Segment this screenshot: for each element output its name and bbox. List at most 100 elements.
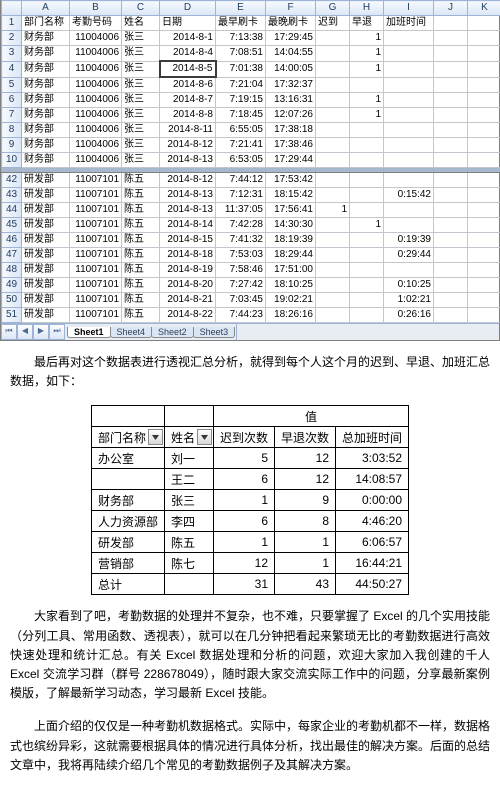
cell[interactable]: 张三 bbox=[122, 77, 160, 93]
cell[interactable]: 张三 bbox=[122, 93, 160, 108]
cell[interactable]: 2014-8-22 bbox=[160, 308, 216, 323]
cell[interactable]: 2014-8-7 bbox=[160, 93, 216, 108]
cell[interactable]: 19:02:21 bbox=[266, 293, 316, 308]
cell[interactable] bbox=[350, 138, 384, 153]
cell[interactable]: 陈五 bbox=[122, 308, 160, 323]
cell[interactable] bbox=[350, 308, 384, 323]
cell[interactable]: 张三 bbox=[122, 108, 160, 123]
data-row[interactable]: 4财务部11004006张三2014-8-57:01:3814:00:051 bbox=[2, 61, 500, 77]
cell[interactable]: 2014-8-8 bbox=[160, 108, 216, 123]
cell[interactable]: 11007101 bbox=[70, 293, 122, 308]
row-header[interactable]: 47 bbox=[2, 248, 22, 263]
cell[interactable]: 陈五 bbox=[122, 233, 160, 248]
cell[interactable] bbox=[468, 188, 500, 203]
cell[interactable]: 7:21:41 bbox=[216, 138, 266, 153]
cell[interactable]: 11007101 bbox=[70, 248, 122, 263]
cell[interactable]: 研发部 bbox=[22, 218, 70, 233]
data-row[interactable]: 2财务部11004006张三2014-8-17:13:3817:29:451 bbox=[2, 31, 500, 46]
cell[interactable]: 2014-8-20 bbox=[160, 278, 216, 293]
cell[interactable]: 2014-8-15 bbox=[160, 233, 216, 248]
cell[interactable]: 18:19:39 bbox=[266, 233, 316, 248]
cell[interactable] bbox=[350, 188, 384, 203]
cell[interactable]: 研发部 bbox=[22, 248, 70, 263]
cell[interactable] bbox=[434, 308, 468, 323]
cell[interactable] bbox=[384, 153, 434, 168]
cell[interactable]: 财务部 bbox=[22, 153, 70, 168]
cell[interactable] bbox=[350, 263, 384, 278]
cell[interactable]: 14:04:55 bbox=[266, 46, 316, 62]
cell[interactable]: 部门名称 bbox=[22, 16, 70, 31]
row-header[interactable]: 44 bbox=[2, 203, 22, 218]
cell[interactable] bbox=[434, 61, 468, 77]
cell[interactable] bbox=[384, 138, 434, 153]
cell[interactable]: 研发部 bbox=[22, 293, 70, 308]
row-header[interactable]: 8 bbox=[2, 123, 22, 138]
cell[interactable]: 18:15:42 bbox=[266, 188, 316, 203]
cell[interactable] bbox=[434, 108, 468, 123]
data-row[interactable]: 47研发部11007101陈五2014-8-187:53:0318:29:440… bbox=[2, 248, 500, 263]
cell[interactable] bbox=[434, 173, 468, 188]
cell[interactable]: 18:29:44 bbox=[266, 248, 316, 263]
cell[interactable] bbox=[468, 153, 500, 168]
cell[interactable]: 2014-8-19 bbox=[160, 263, 216, 278]
cell[interactable]: 2014-8-13 bbox=[160, 203, 216, 218]
cell[interactable] bbox=[434, 138, 468, 153]
cell[interactable]: 财务部 bbox=[22, 123, 70, 138]
row-header[interactable]: 43 bbox=[2, 188, 22, 203]
cell[interactable] bbox=[434, 31, 468, 46]
cell[interactable]: 张三 bbox=[122, 46, 160, 62]
data-row[interactable]: 3财务部11004006张三2014-8-47:08:5114:04:551 bbox=[2, 46, 500, 62]
cell[interactable] bbox=[316, 77, 350, 93]
cell[interactable]: 研发部 bbox=[22, 233, 70, 248]
col-header-G[interactable]: G bbox=[316, 1, 350, 16]
cell[interactable]: 1 bbox=[350, 93, 384, 108]
cell[interactable] bbox=[434, 46, 468, 62]
cell[interactable] bbox=[316, 108, 350, 123]
cell[interactable]: 陈五 bbox=[122, 188, 160, 203]
cell[interactable] bbox=[316, 278, 350, 293]
select-all-corner[interactable] bbox=[2, 1, 22, 16]
cell[interactable]: 14:30:30 bbox=[266, 218, 316, 233]
cell[interactable]: 6:55:05 bbox=[216, 123, 266, 138]
cell[interactable]: 2014-8-1 bbox=[160, 31, 216, 46]
cell[interactable]: 财务部 bbox=[22, 31, 70, 46]
cell[interactable] bbox=[434, 233, 468, 248]
nav-last-icon[interactable]: ⏭ bbox=[49, 324, 65, 340]
data-row[interactable]: 10财务部11004006张三2014-8-136:53:0517:29:44 bbox=[2, 153, 500, 168]
cell[interactable]: 6:53:05 bbox=[216, 153, 266, 168]
col-header-H[interactable]: H bbox=[350, 1, 384, 16]
row-header[interactable]: 9 bbox=[2, 138, 22, 153]
cell[interactable]: 14:00:05 bbox=[266, 61, 316, 77]
cell[interactable] bbox=[316, 31, 350, 46]
cell[interactable] bbox=[384, 31, 434, 46]
cell[interactable]: 11004006 bbox=[70, 31, 122, 46]
cell[interactable] bbox=[350, 233, 384, 248]
row-header[interactable]: 10 bbox=[2, 153, 22, 168]
cell[interactable] bbox=[434, 16, 468, 31]
cell[interactable]: 11007101 bbox=[70, 233, 122, 248]
cell[interactable] bbox=[316, 263, 350, 278]
cell[interactable]: 11004006 bbox=[70, 153, 122, 168]
cell[interactable] bbox=[468, 46, 500, 62]
row-header[interactable]: 50 bbox=[2, 293, 22, 308]
sheet-tab[interactable]: Sheet1 bbox=[67, 327, 111, 338]
cell[interactable]: 7:58:46 bbox=[216, 263, 266, 278]
cell[interactable]: 17:56:41 bbox=[266, 203, 316, 218]
cell[interactable]: 迟到 bbox=[316, 16, 350, 31]
cell[interactable] bbox=[468, 263, 500, 278]
cell[interactable] bbox=[316, 138, 350, 153]
data-row[interactable]: 46研发部11007101陈五2014-8-157:41:3218:19:390… bbox=[2, 233, 500, 248]
cell[interactable] bbox=[468, 293, 500, 308]
cell[interactable] bbox=[350, 203, 384, 218]
cell[interactable]: 11004006 bbox=[70, 93, 122, 108]
cell[interactable]: 财务部 bbox=[22, 46, 70, 62]
cell[interactable]: 张三 bbox=[122, 153, 160, 168]
cell[interactable]: 张三 bbox=[122, 138, 160, 153]
cell[interactable]: 7:03:45 bbox=[216, 293, 266, 308]
cell[interactable]: 2014-8-14 bbox=[160, 218, 216, 233]
cell[interactable] bbox=[316, 173, 350, 188]
cell[interactable]: 7:12:31 bbox=[216, 188, 266, 203]
cell[interactable] bbox=[468, 77, 500, 93]
data-row[interactable]: 8财务部11004006张三2014-8-116:55:0517:38:18 bbox=[2, 123, 500, 138]
cell[interactable]: 1 bbox=[350, 108, 384, 123]
